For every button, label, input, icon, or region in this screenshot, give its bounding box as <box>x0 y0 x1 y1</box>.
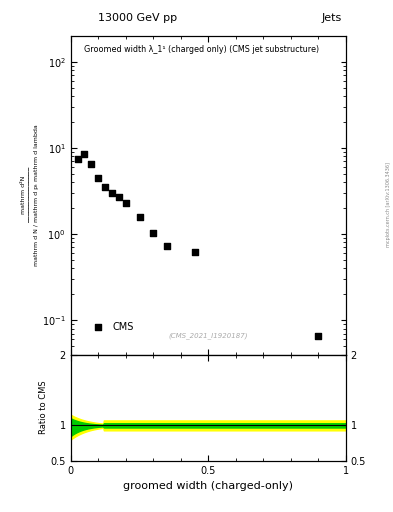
Point <box>88 160 94 168</box>
Y-axis label: mathrm d²N
───────────────
mathrm d N / mathrm d pₜ mathrm d lambda: mathrm d²N ─────────────── mathrm d N / … <box>21 124 39 266</box>
Text: CMS: CMS <box>112 323 133 332</box>
Point <box>75 155 81 163</box>
Point <box>136 212 143 221</box>
Point <box>81 150 88 158</box>
Point <box>150 229 156 238</box>
Point <box>95 322 101 330</box>
Point <box>109 189 115 197</box>
Point <box>116 193 122 201</box>
Text: 13000 GeV pp: 13000 GeV pp <box>98 13 177 23</box>
Text: Groomed width λ_1¹ (charged only) (CMS jet substructure): Groomed width λ_1¹ (charged only) (CMS j… <box>84 46 320 54</box>
Text: Jets: Jets <box>321 13 342 23</box>
Point <box>102 183 108 191</box>
Point <box>164 242 170 250</box>
Point <box>123 199 129 207</box>
Point <box>191 248 198 256</box>
Text: (CMS_2021_I1920187): (CMS_2021_I1920187) <box>169 332 248 339</box>
Text: mcplots.cern.ch [arXiv:1306.3436]: mcplots.cern.ch [arXiv:1306.3436] <box>386 162 391 247</box>
Point <box>315 332 321 340</box>
Point <box>95 174 101 182</box>
Y-axis label: Ratio to CMS: Ratio to CMS <box>39 381 48 435</box>
X-axis label: groomed width (charged-only): groomed width (charged-only) <box>123 481 293 491</box>
